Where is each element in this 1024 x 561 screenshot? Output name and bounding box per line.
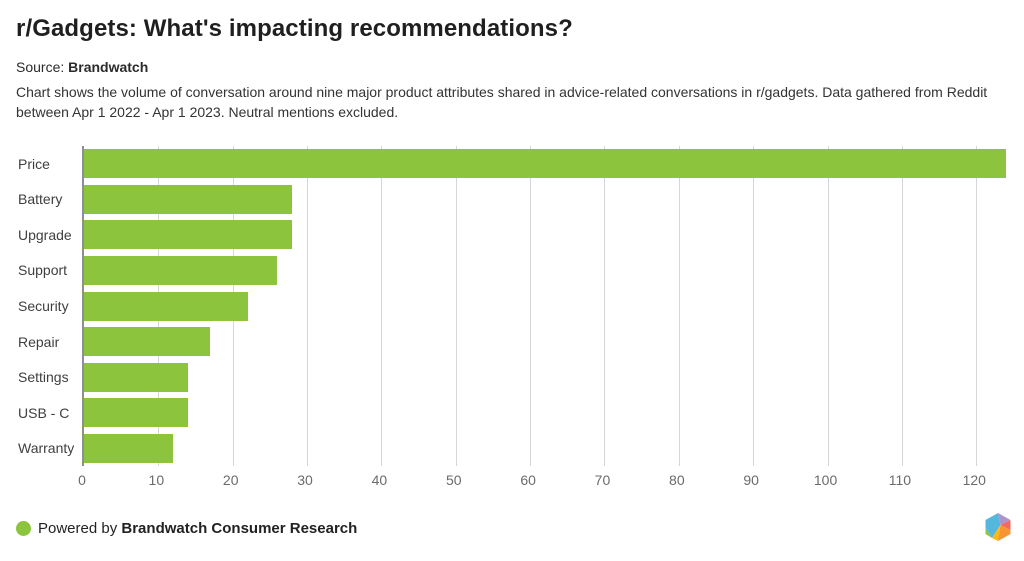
x-tick-label: 120 [962, 472, 986, 488]
category-label: Repair [18, 333, 60, 350]
page-title: r/Gadgets: What's impacting recommendati… [16, 15, 573, 42]
gridline [827, 146, 829, 466]
powered-by-brand: Brandwatch Consumer Research [121, 519, 358, 537]
bar [84, 184, 293, 214]
category-label: Warranty [18, 440, 75, 457]
powered-by-prefix: Powered by [38, 519, 122, 537]
category-label: Price [18, 155, 50, 172]
y-axis-labels: Price Battery Upgrade Support Security Repair… [0, 146, 82, 466]
category-label: Upgrade [18, 226, 72, 243]
bar [84, 362, 189, 392]
category-label: Support [18, 262, 68, 279]
x-tick-label: 110 [888, 472, 912, 488]
x-tick-label: 60 [520, 472, 536, 488]
gridline [530, 146, 532, 466]
bar [84, 398, 189, 428]
bar-row [84, 324, 1006, 360]
bar [84, 327, 211, 357]
x-tick-label: 10 [148, 472, 165, 488]
bar-row [84, 431, 1006, 467]
bar-row [84, 395, 1006, 431]
source-name: Brandwatch [68, 59, 149, 75]
gridline [678, 146, 680, 466]
green-dot-icon [16, 520, 31, 536]
brandwatch-hexagon-logo-icon [985, 513, 1011, 541]
gridline [455, 146, 457, 466]
x-tick-label: 70 [594, 472, 611, 488]
x-tick-label: 100 [813, 472, 838, 488]
x-tick-label: 90 [743, 472, 759, 488]
gridline [753, 146, 755, 466]
x-tick-label: 50 [445, 472, 462, 488]
chart-description: Chart shows the volume of conversation a… [16, 84, 988, 120]
bar-row [84, 217, 1006, 253]
category-label: Battery [18, 191, 63, 208]
x-tick-label: 80 [669, 472, 685, 488]
bar [84, 291, 248, 321]
gridline [976, 146, 978, 466]
bar [84, 433, 174, 463]
gridline [901, 146, 903, 466]
x-tick-label: 30 [297, 472, 313, 488]
plot-area [82, 146, 1006, 466]
bar-rows [84, 146, 1006, 466]
bar [84, 149, 1006, 179]
category-label: Security [18, 298, 69, 315]
x-axis-tick-labels: 0 10 20 30 40 50 60 70 80 90 100 110 120 [78, 472, 1004, 490]
bar-row [84, 182, 1006, 218]
bar [84, 220, 293, 250]
powered-by-text: Powered by Brandwatch Consumer Research [38, 520, 357, 537]
x-tick-label: 20 [222, 472, 239, 488]
bar [84, 255, 278, 285]
bar-row [84, 146, 1006, 182]
category-label: Settings [18, 369, 69, 386]
source-line: Source: Brandwatch [16, 59, 148, 75]
source-prefix: Source: [16, 59, 69, 75]
x-tick-label: 40 [371, 472, 388, 488]
gridline [604, 146, 606, 466]
bar-row [84, 359, 1006, 395]
x-tick-label: 0 [78, 472, 86, 488]
bar-row [84, 253, 1006, 289]
category-label: USB - C [18, 404, 70, 421]
bar-row [84, 288, 1006, 324]
powered-by-footer: Powered by Brandwatch Consumer Research [16, 518, 357, 538]
gridline [381, 146, 383, 466]
bar-chart: Price Battery Upgrade Support Security Repair… [0, 146, 1024, 498]
gridline [307, 146, 309, 466]
